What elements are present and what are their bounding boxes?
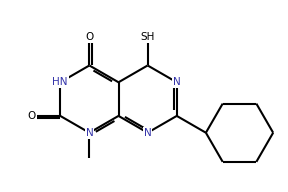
Text: SH: SH: [141, 32, 155, 42]
Text: N: N: [173, 77, 181, 87]
Text: N: N: [86, 128, 93, 138]
Text: N: N: [144, 128, 151, 138]
Text: O: O: [28, 111, 36, 121]
Text: HN: HN: [52, 77, 68, 87]
Text: O: O: [85, 32, 94, 42]
